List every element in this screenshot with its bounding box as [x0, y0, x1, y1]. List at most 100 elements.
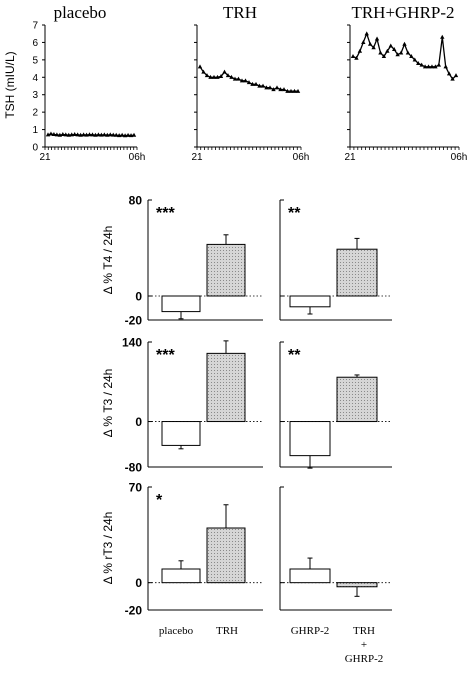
data-point	[60, 132, 66, 137]
rt3-bar-row: 70 0 -20 *	[125, 481, 392, 618]
bar-y-tick-label: 0	[135, 415, 142, 429]
data-point	[72, 132, 77, 137]
data-point	[125, 132, 131, 137]
data-point	[350, 53, 356, 58]
rt3-ylabel: Δ % rT3 / 24h	[101, 512, 115, 585]
data-point	[450, 76, 455, 81]
data-point	[271, 87, 276, 92]
data-point	[392, 47, 397, 51]
data-point	[253, 81, 259, 86]
data-point	[131, 132, 137, 137]
t4-bar-row: 800-20*** **	[125, 194, 392, 328]
bar	[206, 527, 246, 584]
tsh-panel-trh-ghrp2	[347, 24, 460, 150]
bar	[206, 243, 246, 297]
data-point	[111, 132, 116, 137]
data-point	[122, 133, 128, 138]
data-point	[232, 76, 238, 81]
bar-y-tick-label: 80	[129, 194, 143, 208]
data-point	[75, 132, 80, 137]
data-point	[93, 132, 98, 137]
xtick-end-placebo: 06h	[129, 152, 146, 163]
bar-y-tick-label: -80	[125, 461, 143, 475]
data-point	[63, 132, 68, 137]
bar-y-tick-label: -20	[125, 314, 143, 328]
data-point	[236, 76, 241, 81]
data-point	[229, 74, 234, 79]
significance-marker: *	[156, 492, 163, 509]
data-point	[114, 132, 119, 137]
data-point	[225, 73, 231, 78]
data-point	[405, 50, 411, 55]
data-point	[108, 132, 113, 137]
tsh-y-axis-ticks: 0 1 2 3 4 5 6 7	[32, 21, 38, 154]
tsh-y-tick-label: 3	[32, 90, 38, 101]
bar	[336, 248, 378, 297]
data-point	[388, 43, 393, 48]
bar-y-tick-label: 70	[129, 481, 143, 495]
data-point	[419, 62, 424, 67]
data-point	[105, 132, 110, 137]
tsh-y-tick-label: 0	[32, 143, 38, 154]
data-point	[443, 64, 448, 69]
t3-ylabel: Δ % T3 / 24h	[101, 369, 115, 438]
tsh-y-tick-label: 7	[32, 21, 38, 32]
cat-label-ghrp2: GHRP-2	[291, 625, 330, 637]
data-point	[69, 132, 74, 137]
data-point	[239, 78, 245, 83]
top-title-trh-ghrp2: TRH+GHRP-2	[351, 3, 454, 22]
data-point	[267, 85, 273, 90]
data-point	[215, 74, 220, 79]
data-point	[96, 132, 101, 137]
data-point	[295, 88, 301, 93]
data-point	[66, 132, 71, 137]
data-point	[218, 74, 224, 79]
bar-y-tick-label: 140	[122, 336, 142, 350]
xtick-start-placebo: 21	[39, 152, 51, 163]
data-point	[87, 132, 92, 137]
data-point	[453, 73, 459, 78]
series-line	[199, 66, 298, 92]
data-point	[433, 64, 438, 69]
data-point	[409, 53, 414, 58]
data-point	[292, 88, 297, 93]
xtick-end-trh: 06h	[293, 152, 310, 163]
data-point	[440, 34, 445, 39]
bar	[161, 421, 201, 446]
data-point	[426, 64, 431, 69]
data-point	[354, 55, 359, 60]
t4-ylabel: Δ % T4 / 24h	[101, 226, 115, 295]
data-point	[402, 41, 407, 46]
data-point	[257, 83, 262, 88]
data-point	[395, 52, 400, 57]
tsh-y-tick-label: 2	[32, 108, 38, 119]
data-point	[412, 57, 417, 62]
data-point	[288, 88, 294, 93]
significance-marker: **	[288, 347, 301, 364]
data-point	[260, 83, 266, 88]
data-point	[197, 64, 203, 69]
data-point	[102, 132, 107, 137]
tsh-y-tick-label: 4	[32, 73, 38, 84]
bar	[289, 421, 331, 457]
data-point	[422, 64, 428, 69]
data-point	[222, 69, 227, 74]
data-point	[385, 48, 390, 53]
data-point	[374, 36, 380, 41]
significance-marker: ***	[156, 205, 175, 222]
tsh-y-tick-label: 6	[32, 38, 38, 49]
tsh-panel-placebo	[42, 24, 138, 150]
bar-y-tick-label: 0	[135, 290, 142, 304]
data-point	[128, 133, 134, 138]
data-point	[246, 80, 252, 85]
series-line	[352, 31, 457, 81]
data-point	[381, 53, 387, 58]
data-point	[278, 87, 283, 92]
data-point	[90, 132, 95, 137]
data-point	[51, 132, 57, 137]
bar	[289, 295, 331, 308]
data-point	[201, 69, 206, 74]
data-point	[264, 85, 269, 90]
tsh-panel-trh	[194, 24, 302, 150]
